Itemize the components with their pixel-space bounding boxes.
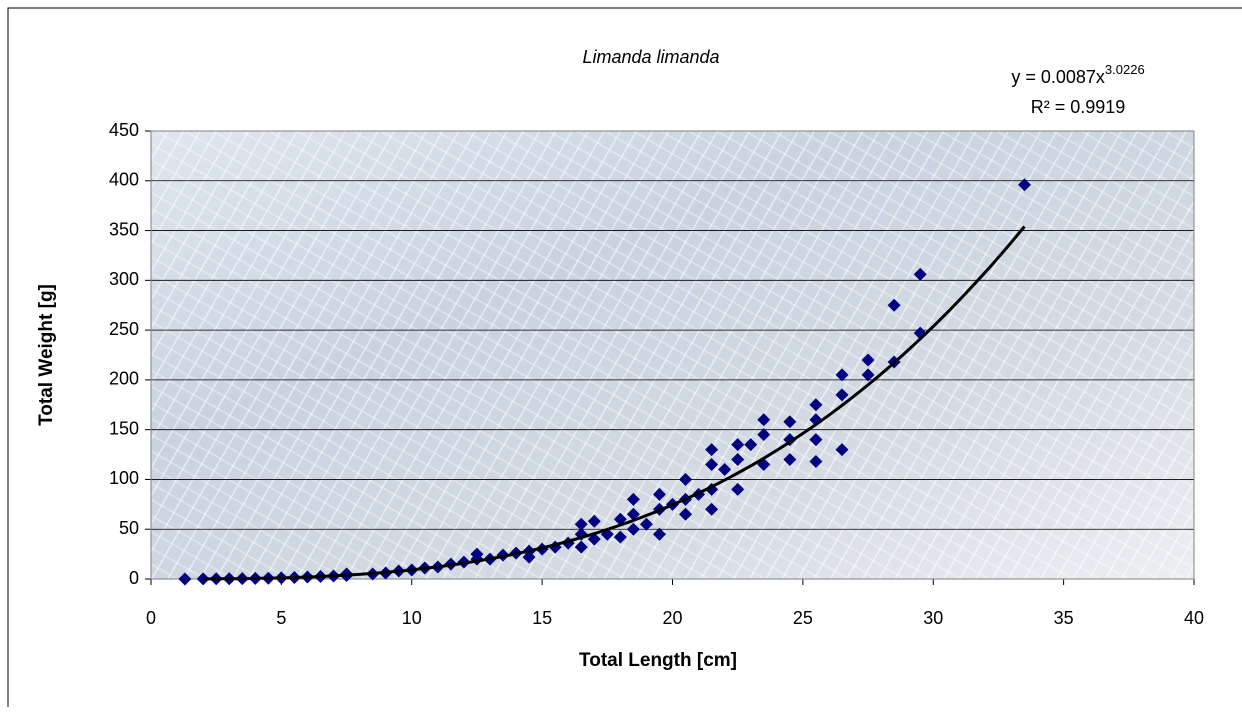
data-point [835,388,849,402]
data-point [731,482,745,496]
y-axis-title: Total Weight [g] [36,284,57,426]
data-point [861,368,875,382]
data-point [757,413,771,427]
data-point [1018,178,1032,192]
data-point [744,438,758,452]
y-tick-label: 150 [109,418,139,438]
data-point [574,517,588,531]
data-point [196,572,210,586]
data-point [757,428,771,442]
data-point [679,507,693,521]
data-point [783,453,797,467]
data-point [835,368,849,382]
x-tick-label: 40 [1184,608,1204,628]
data-point [470,547,484,561]
y-tick-label: 350 [109,219,139,239]
data-point [626,522,640,536]
data-point [809,455,823,469]
data-point [809,398,823,412]
data-point [731,438,745,452]
equation-exponent: 3.0226 [1105,62,1145,77]
data-point [613,530,627,544]
data-point [705,443,719,457]
data-point [652,527,666,541]
r-squared: R² = 0.9919 [1031,97,1126,117]
plot-texture [151,131,1194,579]
data-point [913,267,927,281]
data-point [731,453,745,467]
trend-equation: y = 0.0087x3.0226 [1011,62,1144,86]
data-point [652,487,666,501]
x-tick-label: 25 [793,608,813,628]
data-point [809,433,823,447]
x-tick-label: 0 [146,608,156,628]
data-point [835,443,849,457]
plot-frame [150,130,1195,580]
data-point [679,472,693,486]
equation-base: y = 0.0087x [1011,67,1105,87]
data-point [887,298,901,312]
x-tick-label: 10 [402,608,422,628]
x-axis-title: Total Length [cm] [579,650,737,671]
y-tick-label: 250 [109,319,139,339]
data-point [626,492,640,506]
data-point [574,540,588,554]
x-tick-label: 35 [1054,608,1074,628]
y-tick-label: 400 [109,170,139,190]
x-tick-label: 30 [923,608,943,628]
data-point [705,458,719,472]
trendline [203,225,1026,581]
y-tick-label: 50 [119,518,139,538]
y-tick-label: 200 [109,369,139,389]
y-tick-label: 0 [129,568,139,588]
data-point [639,517,653,531]
x-tick-label: 15 [532,608,552,628]
data-point [861,353,875,367]
y-tick-label: 300 [109,269,139,289]
data-point [587,514,601,528]
data-point [705,502,719,516]
chart-title: Limanda limanda [582,47,719,67]
y-tick-label: 100 [109,468,139,488]
x-tick-label: 5 [276,608,286,628]
data-point [718,462,732,476]
data-point [783,415,797,429]
y-tick-label: 450 [109,120,139,140]
chart-border [7,7,1242,712]
data-point [626,507,640,521]
x-tick-label: 20 [662,608,682,628]
data-point [178,572,192,586]
